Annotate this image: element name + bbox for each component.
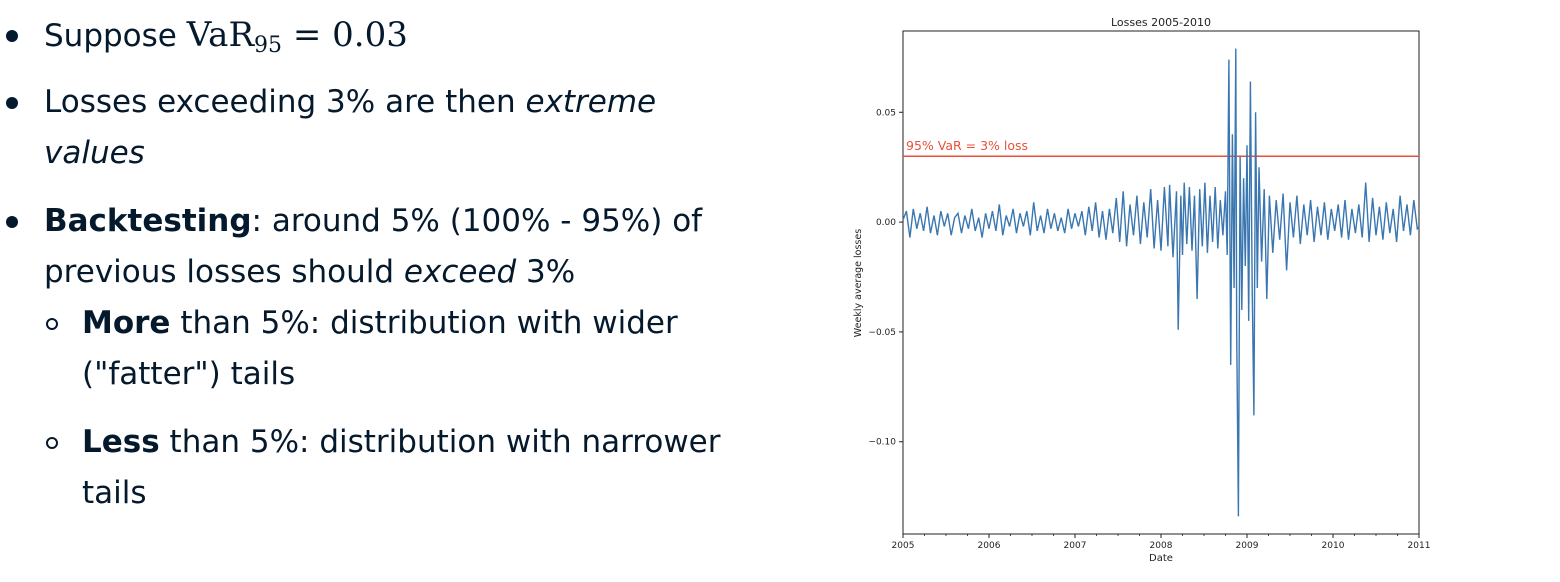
bullet-extreme-values: Losses exceeding 3% are then extreme bbox=[44, 77, 656, 128]
subbullet-more-line2: ("fatter") tails bbox=[82, 349, 295, 400]
subbullet-less: Less than 5%: distribution with narrower bbox=[82, 417, 721, 468]
var-threshold-label: 95% VaR = 3% loss bbox=[906, 138, 1028, 153]
bullet-backtesting-line2: previous losses should exceed 3% bbox=[44, 247, 575, 298]
plot-frame bbox=[902, 30, 1420, 535]
bullet-backtesting: Backtesting: around 5% (100% - 95%) of bbox=[44, 196, 702, 247]
bullet-text: ("fatter") tails bbox=[82, 356, 296, 392]
subbullet-more: More than 5%: distribution with wider bbox=[82, 298, 678, 349]
y-tick-label: 0.00 bbox=[876, 218, 896, 228]
bullet-dot bbox=[6, 216, 18, 228]
math-value: = 0.03 bbox=[282, 15, 408, 55]
bullet-text: previous losses should bbox=[44, 254, 404, 290]
bullet-text: 3% bbox=[516, 254, 576, 290]
x-tick-label: 2006 bbox=[978, 541, 1001, 551]
chart-title: Losses 2005-2010 bbox=[1111, 16, 1211, 29]
bullet-text: tails bbox=[82, 475, 147, 511]
y-tick-label: −0.05 bbox=[868, 328, 896, 338]
bold-term: Less bbox=[82, 424, 160, 460]
subbullet-less-line2: tails bbox=[82, 468, 147, 519]
bold-term: More bbox=[82, 305, 171, 341]
y-axis-label: Weekly average losses bbox=[853, 229, 864, 337]
weekly-losses-series bbox=[902, 48, 1420, 517]
x-tick-label: 2009 bbox=[1236, 541, 1259, 551]
bullet-text: : around 5% (100% - 95%) of bbox=[251, 203, 703, 239]
y-tick-label: −0.10 bbox=[868, 438, 896, 448]
math-var: VaR bbox=[186, 15, 255, 55]
bullet-dot bbox=[6, 97, 18, 109]
x-axis: 2005 2006 2007 2008 2009 2010 2011 bbox=[892, 534, 1431, 551]
x-tick-label: 2005 bbox=[892, 541, 915, 551]
subbullet-circle bbox=[46, 437, 58, 449]
x-tick-label: 2008 bbox=[1150, 541, 1173, 551]
x-tick-label: 2011 bbox=[1408, 541, 1431, 551]
emphasis-text: values bbox=[44, 135, 145, 171]
bullet-text: than 5%: distribution with narrower bbox=[159, 424, 721, 460]
emphasis-text: exceed bbox=[403, 254, 517, 290]
x-tick-label: 2007 bbox=[1064, 541, 1087, 551]
bullet-text: Suppose bbox=[44, 18, 187, 54]
bullet-dot bbox=[6, 30, 18, 42]
x-tick-label: 2010 bbox=[1322, 541, 1345, 551]
bullet-var-definition: Suppose VaR95 = 0.03 bbox=[44, 10, 408, 71]
bold-term: Backtesting bbox=[44, 203, 252, 239]
x-axis-label: Date bbox=[1149, 553, 1173, 564]
bullet-extreme-values-line2: values bbox=[44, 128, 145, 179]
y-axis: 0.05 0.00 −0.05 −0.10 bbox=[868, 108, 903, 448]
var-formula: VaR95 = 0.03 bbox=[186, 15, 408, 58]
bullet-text: Losses exceeding 3% are then bbox=[44, 84, 526, 120]
emphasis-text: extreme bbox=[525, 84, 657, 120]
y-tick-label: 0.05 bbox=[876, 108, 896, 118]
subbullet-circle bbox=[46, 318, 58, 330]
math-subscript: 95 bbox=[254, 33, 283, 58]
bullet-text: than 5%: distribution with wider bbox=[170, 305, 678, 341]
